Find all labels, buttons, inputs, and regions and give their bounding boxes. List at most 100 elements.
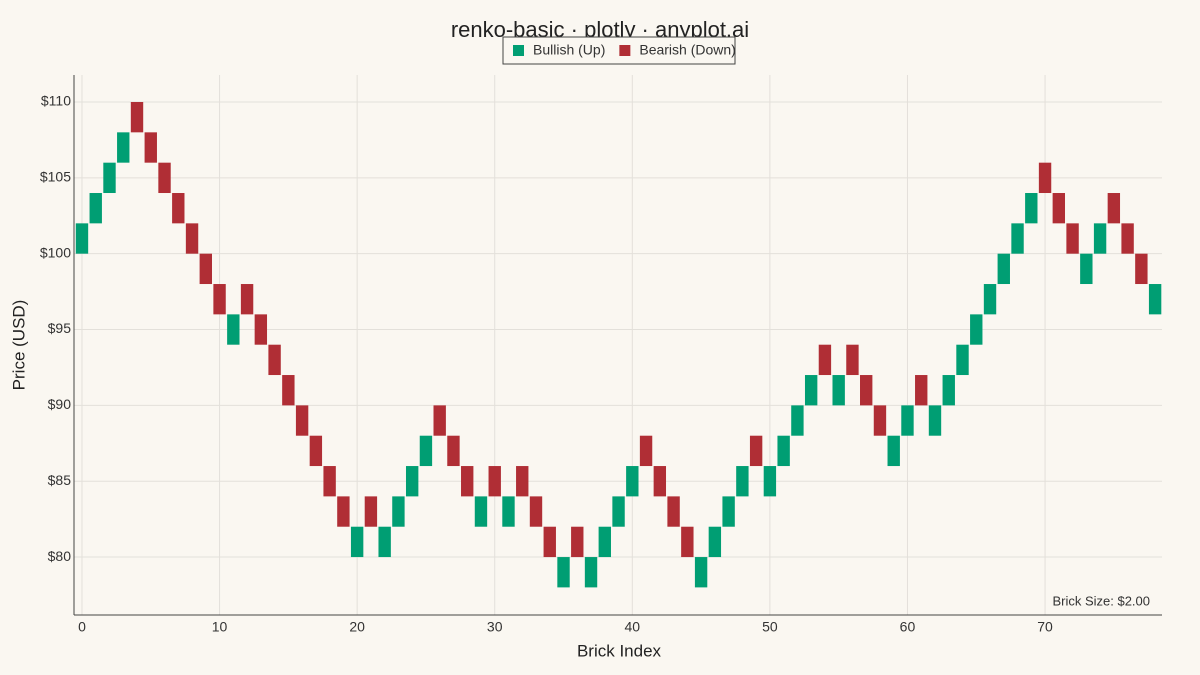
y-axis-label: Price (USD) — [9, 300, 28, 391]
brick — [474, 496, 488, 527]
brick — [598, 526, 611, 558]
brick — [295, 405, 309, 436]
x-tick-label: 20 — [349, 619, 365, 635]
x-tick-label: 60 — [900, 619, 916, 635]
brick — [1148, 284, 1162, 315]
brick — [1011, 223, 1024, 254]
x-tick-label: 40 — [625, 619, 641, 635]
brick — [1135, 253, 1148, 285]
brick — [1052, 193, 1066, 224]
brick — [804, 375, 818, 406]
x-tick-label: 10 — [212, 619, 228, 635]
brick — [240, 284, 254, 315]
legend: Bullish (Up) Bearish (Down) — [502, 36, 736, 65]
brick — [199, 253, 212, 285]
brick — [488, 466, 501, 497]
brick — [915, 375, 928, 406]
brick — [254, 314, 268, 345]
brick — [983, 284, 997, 315]
x-tick-label: 30 — [487, 619, 503, 635]
brick — [268, 344, 281, 376]
brick — [103, 162, 116, 194]
brick — [502, 496, 515, 527]
brick — [708, 526, 722, 558]
brick — [543, 526, 556, 558]
brick — [89, 193, 102, 224]
legend-label: Bullish (Up) — [533, 42, 605, 58]
brick — [461, 466, 474, 497]
y-tick-label: $85 — [48, 472, 72, 488]
brick — [117, 132, 130, 163]
x-axis-label: Brick Index — [577, 641, 662, 660]
brick — [1038, 162, 1052, 194]
y-tick-label: $110 — [41, 93, 71, 109]
brick — [392, 496, 405, 527]
brick — [337, 496, 350, 527]
brick — [694, 557, 708, 588]
brick — [433, 405, 446, 436]
brick — [860, 375, 873, 406]
brick — [172, 193, 185, 224]
x-tick-label: 70 — [1037, 619, 1053, 635]
brick — [626, 466, 639, 497]
brick — [777, 435, 790, 467]
brick — [818, 344, 832, 376]
brick — [722, 496, 735, 527]
annotation: Brick Size: $2.00 — [1052, 593, 1150, 608]
brick — [736, 466, 749, 497]
brick — [1107, 193, 1121, 224]
brick — [323, 466, 336, 497]
bricks — [75, 102, 1162, 588]
x-tick-label: 50 — [762, 619, 778, 635]
brick — [378, 526, 391, 558]
brick — [942, 375, 955, 406]
brick — [832, 375, 845, 406]
brick — [653, 466, 667, 497]
y-tick-label: $100 — [40, 244, 71, 260]
brick — [873, 405, 887, 436]
brick — [364, 496, 378, 527]
brick — [997, 253, 1010, 285]
brick — [282, 375, 295, 406]
brick — [1121, 223, 1134, 254]
brick — [405, 466, 419, 497]
brick — [639, 435, 653, 467]
brick — [144, 132, 157, 163]
brick — [158, 162, 171, 194]
brick — [846, 344, 859, 376]
brick — [1025, 193, 1038, 224]
brick — [970, 314, 983, 345]
brick — [584, 557, 598, 588]
brick — [516, 466, 529, 497]
y-tick-label: $90 — [48, 396, 72, 412]
y-tick-label: $105 — [40, 169, 71, 185]
legend-swatch — [619, 45, 631, 56]
brick — [763, 466, 777, 497]
brick — [350, 526, 364, 558]
brick — [1093, 223, 1107, 254]
brick — [227, 314, 240, 345]
brick — [557, 557, 570, 588]
brick — [667, 496, 680, 527]
legend-swatch — [513, 45, 524, 56]
brick — [185, 223, 199, 254]
brick — [681, 526, 694, 558]
legend-box — [502, 36, 736, 65]
brick — [447, 435, 460, 467]
brick — [612, 496, 625, 527]
x-tick-label: 0 — [78, 619, 86, 635]
brick — [419, 435, 433, 467]
brick — [529, 496, 543, 527]
brick — [887, 435, 900, 467]
legend-label: Bearish (Down) — [639, 42, 735, 58]
y-tick-label: $80 — [48, 548, 72, 564]
brick — [213, 284, 226, 315]
brick — [1066, 223, 1079, 254]
y-tick-label: $95 — [48, 320, 72, 336]
brick — [130, 102, 144, 133]
brick — [1080, 253, 1093, 285]
brick — [749, 435, 763, 467]
